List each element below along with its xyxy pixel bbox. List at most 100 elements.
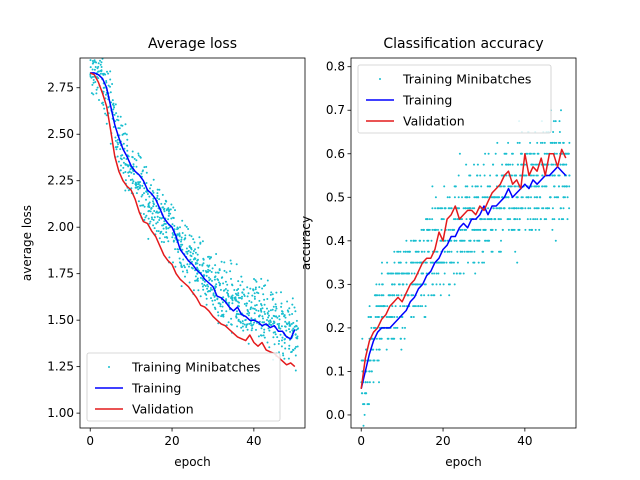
minibatch-point <box>448 196 451 199</box>
minibatch-point <box>473 196 476 199</box>
minibatch-point <box>479 174 482 177</box>
training-line <box>90 72 296 340</box>
minibatch-point <box>209 256 212 259</box>
legend: Training Minibatches Training Validation <box>86 352 281 422</box>
minibatch-point <box>284 316 287 319</box>
minibatch-point <box>399 305 402 308</box>
minibatch-point <box>225 310 228 313</box>
minibatch-point <box>521 196 524 199</box>
minibatch-point <box>476 228 479 231</box>
minibatch-point <box>171 223 174 226</box>
minibatch-point <box>99 72 102 75</box>
minibatch-point <box>188 281 191 284</box>
minibatch-point <box>132 163 135 166</box>
minibatch-point <box>263 303 266 306</box>
minibatch-point <box>162 227 165 230</box>
minibatch-point <box>469 250 472 253</box>
minibatch-point <box>369 316 372 318</box>
minibatch-point <box>432 294 435 297</box>
minibatch-point <box>423 294 426 297</box>
minibatch-point <box>156 194 159 197</box>
minibatch-point <box>565 163 568 166</box>
minibatch-point <box>193 241 196 244</box>
minibatch-point <box>366 381 369 384</box>
minibatch-point <box>268 314 270 317</box>
minibatch-point <box>387 272 390 275</box>
legend-label: Training Minibatches <box>131 360 260 375</box>
minibatch-point <box>470 250 473 253</box>
minibatch-point <box>112 108 115 111</box>
minibatch-point <box>280 325 283 328</box>
minibatch-point <box>143 205 146 208</box>
minibatch-point <box>229 270 232 273</box>
minibatch-point <box>391 316 394 318</box>
minibatch-point <box>393 250 396 253</box>
minibatch-point <box>445 261 448 264</box>
y-tick-label: 1.50 <box>47 313 74 327</box>
minibatch-point <box>364 381 367 384</box>
minibatch-point <box>405 261 408 264</box>
minibatch-point <box>241 280 244 283</box>
minibatch-point <box>290 323 293 325</box>
minibatch-point <box>276 316 279 319</box>
minibatch-point <box>275 307 278 310</box>
minibatch-point <box>505 196 507 199</box>
minibatch-point <box>133 173 135 175</box>
minibatch-point <box>558 174 561 177</box>
minibatch-point <box>123 157 125 159</box>
minibatch-point <box>474 272 477 275</box>
minibatch-point <box>250 317 253 320</box>
minibatch-point <box>393 261 396 264</box>
minibatch-point <box>468 239 471 242</box>
minibatch-point <box>236 300 239 303</box>
minibatch-point <box>492 207 495 210</box>
minibatch-point <box>486 185 489 188</box>
minibatch-point <box>532 218 535 221</box>
minibatch-point <box>211 288 213 291</box>
minibatch-point <box>530 152 532 155</box>
minibatch-point <box>425 218 428 221</box>
minibatch-point <box>124 171 127 173</box>
minibatch-point <box>549 141 552 144</box>
minibatch-point <box>511 152 514 155</box>
minibatch-point <box>128 164 130 167</box>
minibatch-point <box>263 310 266 313</box>
minibatch-point <box>263 331 266 334</box>
minibatch-point <box>477 261 480 264</box>
minibatch-point <box>415 261 417 264</box>
minibatch-point <box>504 152 507 155</box>
minibatch-point <box>211 279 213 282</box>
minibatch-point <box>246 309 249 311</box>
minibatch-point <box>202 288 205 291</box>
minibatch-point <box>237 288 240 290</box>
minibatch-point <box>558 218 561 221</box>
minibatch-point <box>421 305 424 308</box>
minibatch-point <box>558 120 561 123</box>
minibatch-point <box>205 293 208 296</box>
minibatch-point <box>206 264 209 267</box>
minibatch-point <box>178 257 181 260</box>
minibatch-point <box>402 305 404 308</box>
minibatch-point <box>405 283 408 286</box>
minibatch-point <box>515 174 518 177</box>
minibatch-point <box>172 261 174 264</box>
minibatch-point <box>562 196 565 199</box>
minibatch-point <box>515 207 518 210</box>
minibatch-point <box>272 336 275 339</box>
minibatch-point <box>95 92 98 95</box>
minibatch-point <box>197 246 200 249</box>
minibatch-point <box>552 163 555 166</box>
minibatch-point <box>526 218 529 221</box>
minibatch-point <box>132 180 135 183</box>
minibatch-point <box>484 228 487 231</box>
minibatch-point <box>510 185 513 188</box>
minibatch-point <box>208 289 210 292</box>
minibatch-point <box>94 81 97 83</box>
minibatch-point <box>552 120 555 123</box>
minibatch-point <box>439 207 442 210</box>
minibatch-point <box>476 185 479 188</box>
minibatch-point <box>268 346 271 349</box>
minibatch-point <box>505 163 507 166</box>
minibatch-point <box>174 248 177 251</box>
minibatch-point <box>516 261 519 264</box>
